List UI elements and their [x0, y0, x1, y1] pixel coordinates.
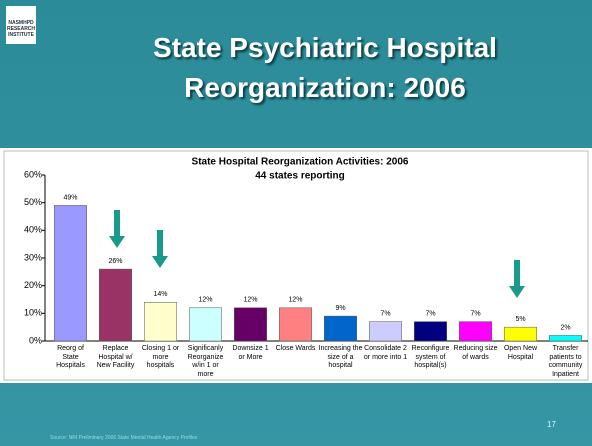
- chart: State Hospital Reorganization Activities…: [3, 150, 589, 381]
- x-tick-label: Closing 1 or more hospitals: [141, 345, 180, 369]
- y-tick-label: 60%: [24, 169, 42, 179]
- bar: [414, 321, 447, 342]
- value-label: 7%: [380, 310, 390, 317]
- page-number: 17: [547, 420, 556, 429]
- y-tick-label: 30%: [24, 252, 42, 262]
- arrow: [109, 210, 525, 298]
- bar: [99, 268, 132, 342]
- value-label: 12%: [243, 297, 257, 304]
- logo: NASMHPD RESEARCH INSTITUTE: [6, 6, 36, 44]
- y-tick-label: 40%: [24, 225, 42, 235]
- source-note: Source: NRI Preliminary 2006 State Menta…: [50, 435, 198, 441]
- x-tick-label: Significanly Reorganize w/in 1 or more: [187, 345, 224, 378]
- bar: [324, 315, 357, 342]
- bar: [549, 335, 582, 342]
- value-label: 5%: [515, 316, 525, 323]
- chart-border: [3, 150, 589, 381]
- x-tick-label: Transfer patients to community Inpatient: [548, 345, 583, 378]
- bar: [459, 321, 492, 342]
- value-label: 7%: [470, 310, 480, 317]
- x-tick-label: Reducing size of wards: [453, 345, 498, 361]
- value-label: 12%: [288, 297, 302, 304]
- x-tick-label: Open New Hospital: [503, 345, 538, 361]
- value-label: 26%: [108, 258, 122, 265]
- y-tick-label: 50%: [24, 197, 42, 207]
- bar: [369, 321, 402, 342]
- value-label: 9%: [335, 305, 345, 312]
- value-label: 49%: [63, 194, 77, 201]
- bar: [504, 326, 537, 342]
- x-tick-label: Downsize 1 or More: [232, 345, 269, 361]
- chart-panel: State Hospital Reorganization Activities…: [0, 148, 592, 383]
- x-tick-label: Replace Hospital w/ New Facility: [96, 345, 135, 369]
- bar: [279, 307, 312, 342]
- chart-subtitle: 44 states reporting: [255, 171, 344, 182]
- slide-title: State Psychiatric Hospital Reorganizatio…: [153, 32, 497, 103]
- x-tick-label: Consolidate 2 or more into 1: [363, 345, 408, 361]
- bar: [54, 205, 87, 342]
- bar: [234, 307, 267, 342]
- value-label: 7%: [425, 310, 435, 317]
- x-tick-label: Close Wards: [275, 345, 316, 352]
- y-tick-label: 10%: [24, 308, 42, 318]
- y-tick-label: 0%: [29, 335, 42, 345]
- x-tick-label: Increasing the size of a hospital: [318, 345, 363, 369]
- y-tick-label: 20%: [24, 280, 42, 290]
- value-label: 14%: [153, 291, 167, 298]
- bar: [189, 307, 222, 342]
- x-tick-label: Reorg of State Hospitals: [56, 345, 85, 369]
- chart-title: State Hospital Reorganization Activities…: [192, 157, 409, 168]
- bar: [144, 302, 177, 342]
- value-label: 12%: [198, 297, 212, 304]
- x-tick-label: Reconfigure system of hospital(s): [411, 345, 450, 369]
- value-label: 2%: [560, 324, 570, 331]
